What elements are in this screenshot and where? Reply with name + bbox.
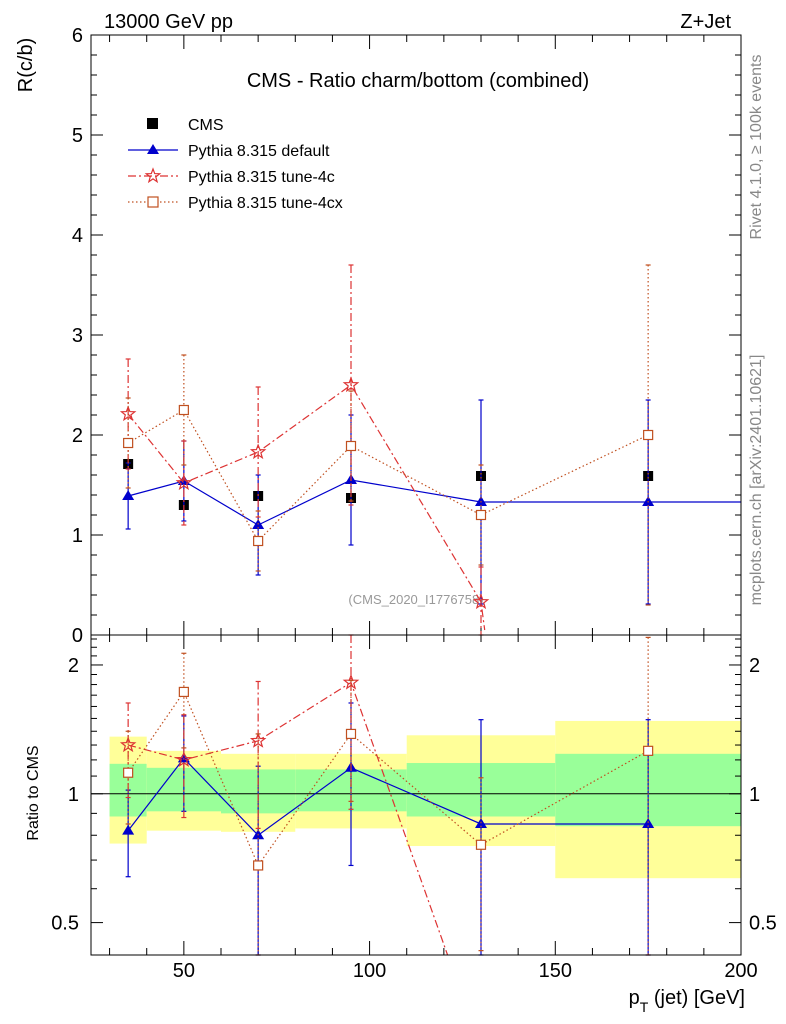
point-tune4cx (643, 429, 654, 441)
point-tune4c (249, 443, 267, 460)
x-tick-label: 200 (724, 960, 757, 982)
ratio-panel: 0.5 0.5 1 1 2 2 50 100 150 200 Ratio to CMS pT (j… (25, 634, 777, 1015)
legend-marker-cms (147, 118, 158, 129)
x-axis-label-p: p (629, 987, 640, 1009)
ratio-frame (90, 634, 742, 956)
ratio-point-tune4cx (253, 860, 264, 871)
series-line-tune4c (127, 384, 486, 631)
ratio-series-group (119, 634, 655, 956)
legend-marker-tune4c (144, 167, 162, 184)
x-axis-label-sub: T (640, 999, 649, 1015)
main-y-tick-label: 6 (72, 25, 83, 47)
ratio-point-tune4cx (475, 839, 487, 850)
ratio-series-tune4cx (123, 636, 654, 956)
ratio-point-default (122, 824, 135, 835)
series-tune4c (119, 264, 490, 636)
main-y-tick-label: 0 (72, 625, 83, 647)
point-tune4c (119, 405, 137, 422)
main-y-tick-label: 4 (72, 225, 83, 247)
analysis-watermark: (CMS_2020_I1776758) (348, 592, 483, 607)
legend: CMS Pythia 8.315 default Pythia 8.315 tu… (128, 117, 343, 212)
point-tune4c (342, 376, 360, 393)
main-series-group (119, 264, 741, 636)
legend-marker-default (147, 144, 159, 154)
legend-label-cms: CMS (188, 117, 224, 134)
side-label-rivet: Rivet 4.1.0, ≥ 100k events (748, 55, 765, 240)
x-axis-label: pT (jet) [GeV] (629, 987, 745, 1015)
ratio-point-default (642, 817, 655, 828)
main-panel: CMS - Ratio charm/bottom (combined) R(c/… (15, 25, 742, 647)
ratio-y-tick-label-right: 1 (749, 784, 760, 806)
ratio-y-tick-label: 2 (68, 655, 79, 677)
main-y-tick-label: 5 (72, 125, 83, 147)
ratio-y-axis-label: Ratio to CMS (25, 745, 42, 840)
main-y-tick-label: 2 (72, 425, 83, 447)
side-label-mcplots: mcplots.cern.ch [arXiv:2401.10621] (748, 355, 765, 606)
x-tick-label: 50 (173, 960, 195, 982)
ratio-point-tune4cx (178, 686, 189, 698)
series-tune4cx (123, 264, 654, 606)
point-tune4cx (178, 404, 189, 416)
main-y-axis-label: R(c/b) (15, 38, 37, 92)
series-line-tune4cx (127, 409, 649, 542)
header-process-label: Z+Jet (680, 11, 731, 33)
ratio-series-tune4c (119, 634, 449, 956)
main-axes: 0 1 2 3 4 5 6 (72, 25, 742, 647)
point-tune4cx (475, 509, 487, 521)
ratio-point-tune4cx (643, 745, 654, 756)
point-tune4cx (345, 440, 357, 452)
x-tick-label: 150 (539, 960, 572, 982)
x-tick-label: 100 (353, 960, 386, 982)
point-default (122, 490, 135, 500)
legend-label-tune4cx: Pythia 8.315 tune-4cx (188, 195, 343, 212)
ratio-y-tick-label: 0.5 (51, 913, 79, 935)
point-tune4c (472, 593, 490, 610)
main-y-tick-label: 1 (72, 525, 83, 547)
legend-label-tune4c: Pythia 8.315 tune-4c (188, 169, 335, 186)
ratio-line-default (127, 757, 649, 837)
point-tune4cx (253, 535, 264, 547)
ratio-y-tick-label: 1 (68, 784, 79, 806)
main-y-tick-label: 3 (72, 325, 83, 347)
header-energy-label: 13000 GeV pp (104, 11, 233, 33)
ratio-point-tune4c (175, 751, 193, 768)
ratio-y-tick-label-right: 2 (749, 655, 760, 677)
ratio-point-tune4cx (345, 728, 357, 740)
point-tune4c (175, 474, 193, 491)
ratio-y-tick-label-right: 0.5 (749, 913, 777, 935)
point-tune4cx (123, 437, 134, 449)
main-title: CMS - Ratio charm/bottom (combined) (247, 70, 589, 92)
x-axis-label-rest: (jet) [GeV] (648, 987, 745, 1009)
ratio-point-tune4c (249, 732, 267, 748)
legend-marker-tune4cx (147, 196, 159, 208)
ratio-point-tune4cx (123, 767, 134, 778)
legend-label-default: Pythia 8.315 default (188, 143, 330, 160)
